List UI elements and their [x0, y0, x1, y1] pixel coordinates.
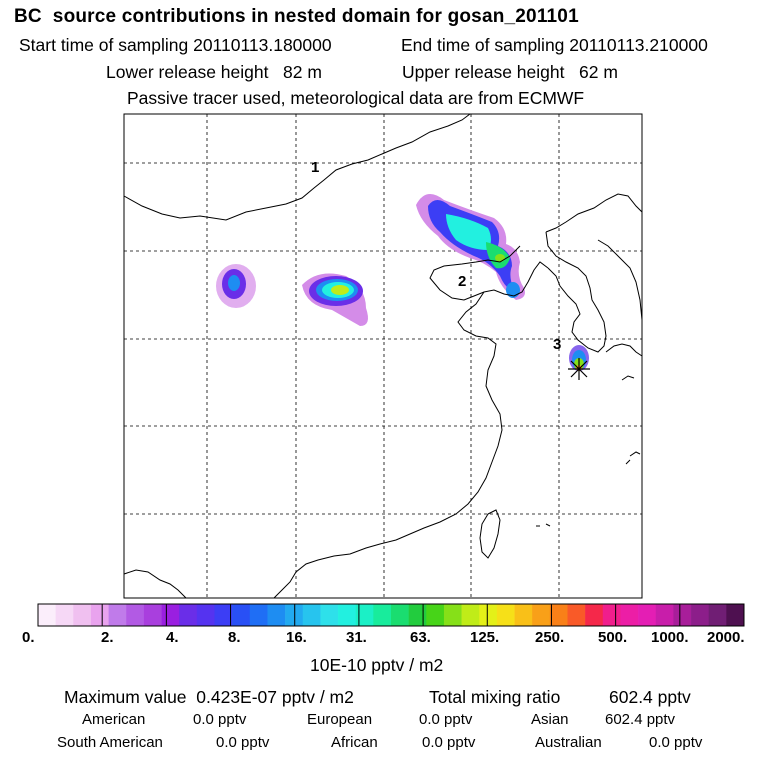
- plume-west-small: [216, 264, 256, 308]
- african-label: African: [331, 734, 378, 751]
- colorbar-cell: [602, 604, 621, 626]
- colorbar-cell: [726, 604, 745, 626]
- colorbar-cell: [549, 604, 568, 626]
- colorbar: [37, 603, 745, 627]
- south-american-value: 0.0 pptv: [216, 734, 270, 751]
- colorbar-cell: [479, 604, 498, 626]
- lower-release-height: Lower release height 82 m: [106, 62, 322, 82]
- colorbar-cell: [673, 604, 692, 626]
- colorbar-cell: [126, 604, 145, 626]
- colorbar-cell: [338, 604, 356, 626]
- colorbar-cell: [408, 604, 427, 626]
- region-label-1: 3: [553, 336, 561, 353]
- african-value: 0.0 pptv: [422, 734, 476, 751]
- colorbar-cell: [214, 604, 233, 626]
- colorbar-cell: [585, 604, 604, 626]
- colorbar-tick: 250.: [535, 629, 565, 646]
- australian-value: 0.0 pptv: [649, 734, 703, 751]
- colorbar-cell: [55, 604, 74, 626]
- asian-value: 602.4 pptv: [605, 711, 676, 728]
- colorbar-cell: [567, 604, 586, 626]
- american-label: American: [82, 711, 146, 728]
- plot-title: BC source contributions in nested domain…: [14, 6, 579, 27]
- total-mixing-label: Total mixing ratio: [429, 687, 561, 707]
- colorbar-tick: 0.: [22, 629, 35, 646]
- colorbar-cell: [514, 604, 533, 626]
- maximum-value: Maximum value 0.423E-07 pptv / m2: [64, 687, 354, 707]
- plume-northeast: [416, 194, 525, 300]
- region-label-3: 1: [311, 159, 319, 176]
- upper-release-height: Upper release height 62 m: [402, 62, 618, 82]
- colorbar-unit: 10E-10 pptv / m2: [310, 655, 444, 675]
- colorbar-cell: [143, 604, 162, 626]
- colorbar-cell: [90, 604, 109, 626]
- colorbar-cell: [73, 604, 92, 626]
- colorbar-tick: 31.: [346, 629, 367, 646]
- colorbar-cell: [708, 604, 727, 626]
- plume-central: [302, 273, 368, 326]
- colorbar-cell: [638, 604, 657, 626]
- european-label: European: [307, 711, 373, 728]
- colorbar-tick: 4.: [166, 629, 179, 646]
- colorbar-cell: [302, 604, 321, 626]
- start-time-label: Start time of sampling 20110113.180000: [19, 35, 332, 55]
- south-american-label: South American: [57, 734, 163, 751]
- coastlines: [123, 113, 643, 599]
- tracer-note: Passive tracer used, meteorological data…: [127, 88, 585, 108]
- colorbar-cell: [496, 604, 515, 626]
- colorbar-tick: 8.: [228, 629, 241, 646]
- colorbar-tick: 16.: [286, 629, 307, 646]
- colorbar-tick: 63.: [410, 629, 431, 646]
- colorbar-cell: [373, 604, 392, 626]
- colorbar-tick: 125.: [470, 629, 500, 646]
- colorbar-cell: [691, 604, 709, 626]
- colorbar-cell: [179, 604, 198, 626]
- colorbar-cell: [391, 604, 409, 626]
- american-value: 0.0 pptv: [193, 711, 247, 728]
- colorbar-cell: [196, 604, 215, 626]
- colorbar-cell: [655, 604, 674, 626]
- colorbar-tick: 500.: [598, 629, 628, 646]
- colorbar-tick: 1000.: [651, 629, 689, 646]
- region-label-2: 2: [458, 273, 466, 290]
- map-frame: [123, 113, 643, 599]
- colorbar-cell: [267, 604, 286, 626]
- colorbar-cell: [108, 604, 127, 626]
- colorbar-cell: [532, 604, 551, 626]
- colorbar-cell: [355, 604, 374, 626]
- european-value: 0.0 pptv: [419, 711, 473, 728]
- colorbar-cell: [443, 604, 462, 626]
- colorbar-cell: [161, 604, 180, 626]
- colorbar-cell: [38, 604, 56, 626]
- receptor-marker-icon: [568, 358, 590, 380]
- australian-label: Australian: [535, 734, 602, 751]
- colorbar-cell: [285, 604, 304, 626]
- asian-label: Asian: [531, 711, 569, 728]
- colorbar-cell: [320, 604, 339, 626]
- colorbar-cell: [426, 604, 445, 626]
- colorbar-tick: 2.: [101, 629, 114, 646]
- colorbar-cell: [232, 604, 251, 626]
- colorbar-cell: [461, 604, 480, 626]
- end-time-label: End time of sampling 20110113.210000: [401, 35, 708, 55]
- colorbar-cell: [249, 604, 268, 626]
- colorbar-cell: [620, 604, 639, 626]
- colorbar-tick: 2000.: [707, 629, 745, 646]
- lat-lon-grid: [124, 114, 642, 598]
- total-mixing-value: 602.4 pptv: [609, 687, 691, 707]
